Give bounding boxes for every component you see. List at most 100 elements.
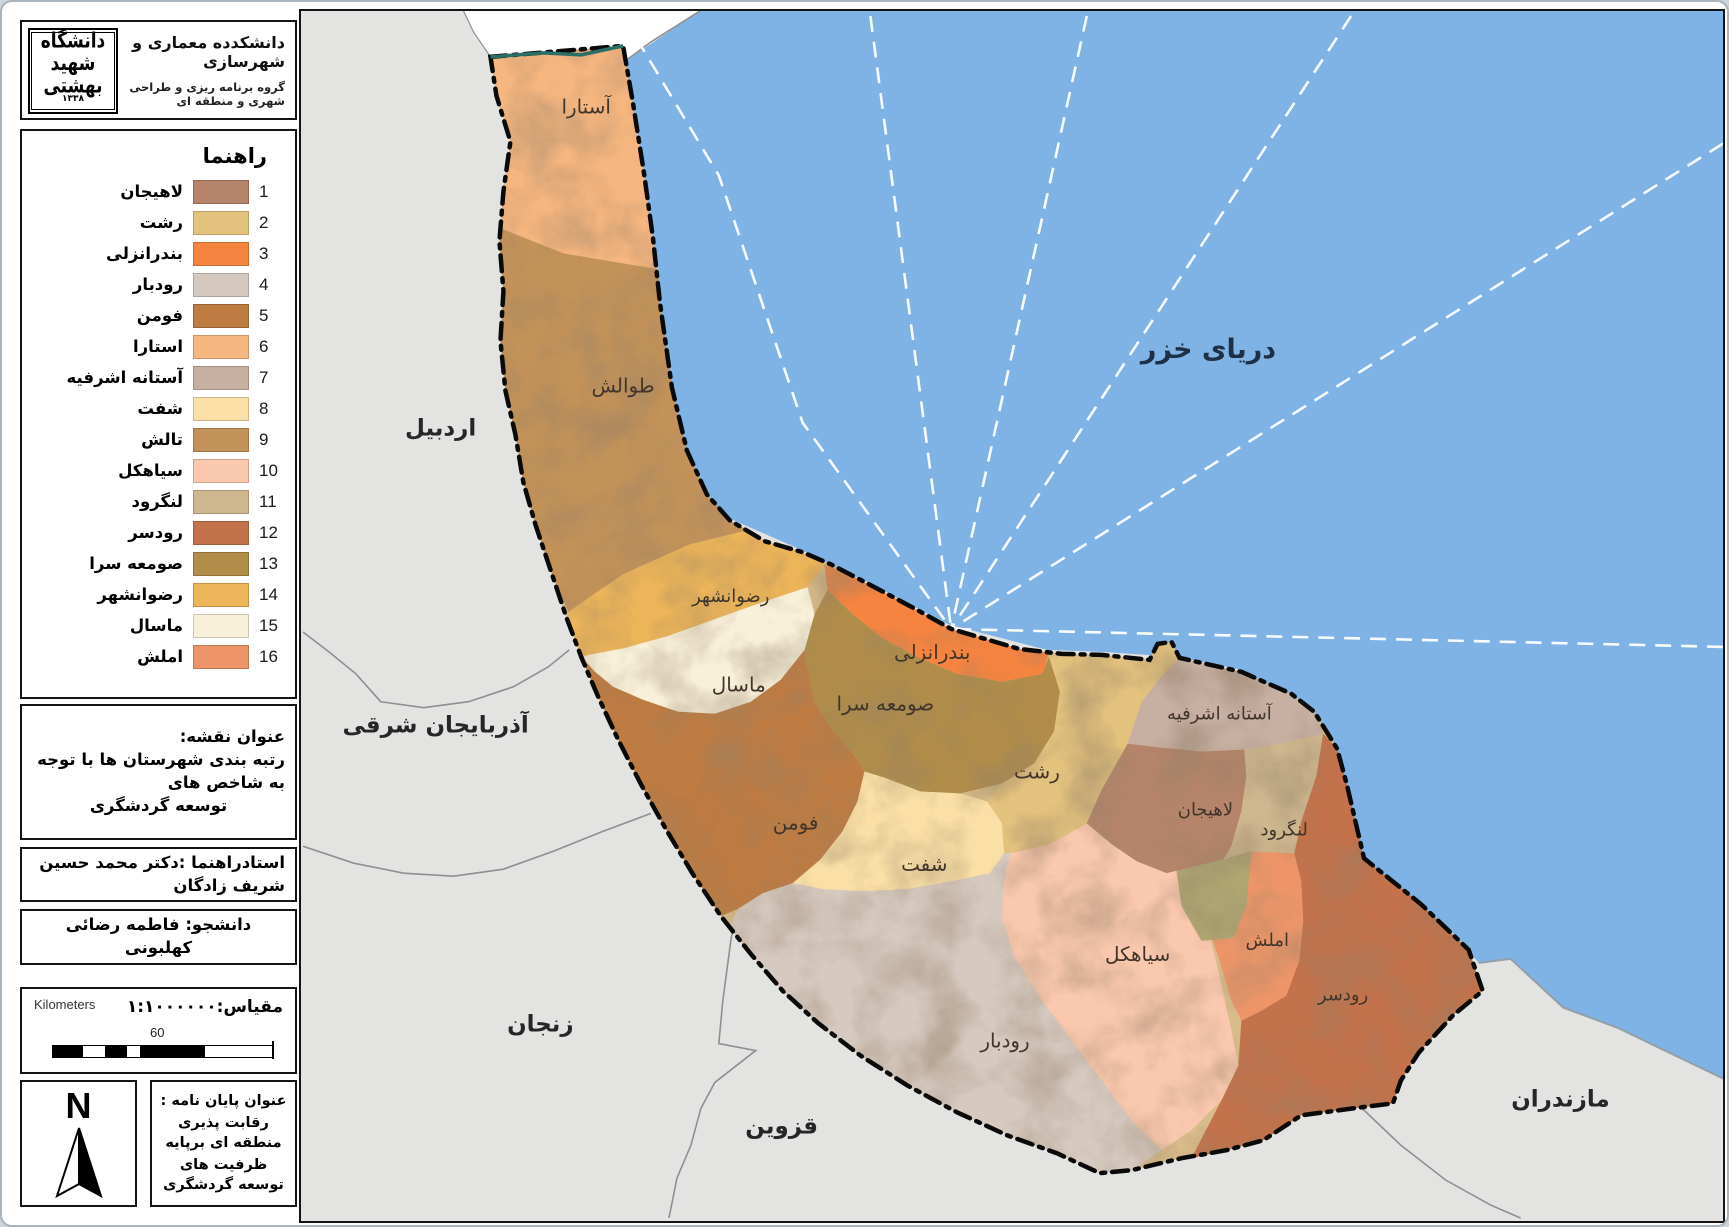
legend-item-swatch bbox=[193, 334, 249, 359]
scale-bar-segment bbox=[83, 1046, 105, 1057]
neighbor-boundaries bbox=[302, 631, 1521, 1219]
maritime-dash-line bbox=[621, 15, 953, 630]
legend-item: سیاهکل 10 bbox=[22, 455, 295, 486]
legend-item: لنگرود 11 bbox=[22, 486, 295, 517]
header-box: دانشگاه شهید بهشتی ۱۳۳۸ دانشکدده معماری … bbox=[20, 20, 297, 120]
label-masal: ماسال bbox=[712, 674, 766, 697]
legend-item-label: استارا bbox=[133, 337, 183, 356]
faculty-title: دانشکدده معماری و شهرسازی bbox=[132, 32, 285, 71]
legend-item: رودبار 4 bbox=[22, 269, 295, 300]
legend-item-swatch bbox=[193, 179, 249, 204]
legend-item-swatch bbox=[193, 303, 249, 328]
legend-item-rank: 3 bbox=[259, 243, 269, 263]
legend-item-swatch bbox=[193, 489, 249, 514]
caspian-sea bbox=[622, 11, 1723, 1079]
legend-item: فومن 5 bbox=[22, 300, 295, 331]
legend-item: صومعه سرا 13 bbox=[22, 548, 295, 579]
label-qazvin: قزوین bbox=[745, 1113, 818, 1139]
legend-item-rank: 7 bbox=[259, 367, 269, 387]
legend-item-swatch bbox=[193, 365, 249, 390]
university-logo-inner: دانشگاه شهید بهشتی ۱۳۳۸ bbox=[31, 29, 115, 110]
legend-item: تالش 9 bbox=[22, 424, 295, 455]
maritime-dash-line bbox=[950, 15, 1353, 630]
legend-item-label: صومعه سرا bbox=[89, 554, 183, 573]
legend-item-rank: 11 bbox=[259, 491, 277, 511]
label-caspian-sea: دریای خزر bbox=[1139, 334, 1276, 365]
legend-item-rank: 6 bbox=[259, 336, 269, 356]
legend-item-label: شفت bbox=[137, 399, 183, 418]
department-title: گروه برنامه ریزی و طراحی شهری و منطقه ای bbox=[129, 79, 285, 108]
legend-item-label: سیاهکل bbox=[118, 461, 183, 480]
maritime-dash-line bbox=[949, 15, 1089, 630]
north-arrow-icon bbox=[54, 1127, 103, 1198]
legend-item: آستانه اشرفیه 7 bbox=[22, 362, 295, 393]
label-langarud: لنگرود bbox=[1261, 818, 1308, 840]
thesis-label: عنوان پایان نامه : bbox=[160, 1092, 287, 1109]
legend-item: رضوانشهر 14 bbox=[22, 579, 295, 610]
legend-item-label: تالش bbox=[141, 430, 183, 449]
legend-item-label: رودبار bbox=[132, 275, 183, 294]
legend-item: شفت 8 bbox=[22, 393, 295, 424]
legend-item-rank: 8 bbox=[259, 398, 269, 418]
legend-item-label: رضوانشهر bbox=[97, 585, 183, 604]
map-title-label: عنوان نقشه: bbox=[179, 727, 285, 747]
scale-label: مقیاس:۱:۱۰۰۰۰۰۰ bbox=[126, 997, 283, 1017]
legend-item-label: املش bbox=[137, 647, 183, 666]
university-logo-text: دانشگاه شهید بهشتی bbox=[40, 29, 106, 99]
county-labels: آستارا طوالش رضوانشهر ماسال بندرانزلی صو… bbox=[561, 95, 1368, 1053]
supervisor-box: استادراهنما :دکتر محمد حسین شریف زادگان bbox=[20, 847, 297, 902]
map-svg: آستارا طوالش رضوانشهر ماسال بندرانزلی صو… bbox=[301, 11, 1723, 1221]
scale-bar-segment bbox=[127, 1046, 140, 1057]
legend-item-rank: 2 bbox=[259, 212, 269, 232]
scale-unit: Kilometers bbox=[34, 997, 96, 1012]
label-shaft: شفت bbox=[901, 853, 947, 876]
legend-item-label: بندرانزلی bbox=[106, 244, 183, 263]
legend-item-swatch bbox=[193, 241, 249, 266]
legend-item-label: آستانه اشرفیه bbox=[66, 368, 183, 387]
thesis-line2: ظرفیت های توسعه گردشگری bbox=[163, 1157, 284, 1193]
legend-item-rank: 1 bbox=[259, 181, 269, 201]
supervisor-text: استادراهنما :دکتر محمد حسین شریف زادگان bbox=[39, 852, 285, 895]
legend-item-rank: 10 bbox=[259, 460, 278, 480]
legend-item-swatch bbox=[193, 551, 249, 576]
scale-distance: 60 bbox=[150, 1025, 165, 1040]
thesis-box: عنوان پایان نامه : رقابت پذیری منطقه ای … bbox=[150, 1080, 297, 1207]
legend-box: راهنما لاهیجان 1 رشت 2 بندرانزلی 3 رودبار 4 … bbox=[20, 129, 297, 699]
label-east-azerbaijan: آذربایجان شرقی bbox=[343, 710, 530, 739]
scale-bar-segment bbox=[105, 1046, 127, 1057]
legend-item: ماسال 15 bbox=[22, 610, 295, 641]
legend-item-swatch bbox=[193, 613, 249, 638]
legend-item-rank: 5 bbox=[259, 305, 269, 325]
header-text: دانشکدده معماری و شهرسازی گروه برنامه ری… bbox=[124, 22, 285, 118]
label-amlash: املش bbox=[1246, 930, 1289, 951]
boundary-zanjan-qazvin bbox=[668, 928, 758, 1219]
legend-item-label: رشت bbox=[139, 213, 183, 232]
legend-item-label: لنگرود bbox=[131, 492, 183, 511]
legend-item: لاهیجان 1 bbox=[22, 176, 295, 207]
label-rezvanshahr: رضوانشهر bbox=[691, 586, 769, 607]
legend-item: رودسر 12 bbox=[22, 517, 295, 548]
label-astaneh-ashrafieh: آستانه اشرفیه bbox=[1167, 702, 1273, 725]
legend-item-rank: 4 bbox=[259, 274, 269, 294]
label-lahijan: لاهیجان bbox=[1178, 799, 1233, 820]
map-title-text: عنوان نقشه: رتبه بندی شهرستان ها با توجه… bbox=[22, 718, 295, 825]
label-sowmeh-sara: صومعه سرا bbox=[836, 693, 934, 716]
legend-item-rank: 16 bbox=[259, 646, 278, 666]
label-talesh: طوالش bbox=[592, 375, 655, 398]
label-mazandaran: مازندران bbox=[1511, 1086, 1609, 1112]
label-bandar-anzali: بندرانزلی bbox=[894, 641, 970, 664]
map-title-box: عنوان نقشه: رتبه بندی شهرستان ها با توجه… bbox=[20, 704, 297, 840]
legend-item-label: رودسر bbox=[128, 523, 183, 542]
mazandaran-coastline bbox=[1478, 957, 1723, 1080]
legend-item-swatch bbox=[193, 644, 249, 669]
legend-item-swatch bbox=[193, 396, 249, 421]
legend-title: راهنما bbox=[202, 144, 267, 168]
legend-item-rank: 9 bbox=[259, 429, 269, 449]
legend-item-swatch bbox=[193, 520, 249, 545]
label-ardabil: اردبیل bbox=[405, 416, 476, 442]
scale-bar-tick bbox=[272, 1041, 274, 1059]
azerbaijan-coast-line bbox=[627, 11, 701, 60]
legend-item-swatch bbox=[193, 272, 249, 297]
scale-bar-segment bbox=[140, 1046, 205, 1057]
